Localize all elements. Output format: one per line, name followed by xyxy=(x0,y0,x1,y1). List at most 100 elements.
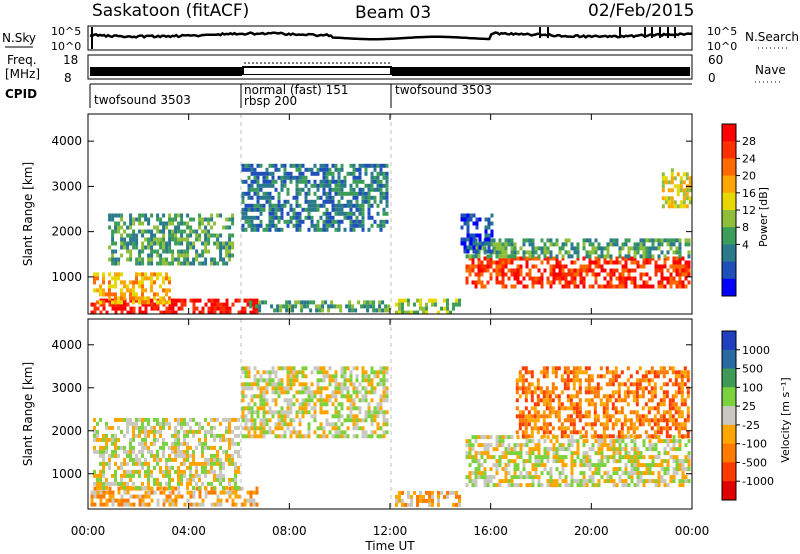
power-cell xyxy=(283,167,287,172)
power-cell xyxy=(355,195,359,200)
power-cell xyxy=(549,238,553,243)
velocity-cell xyxy=(277,434,281,439)
power-cell xyxy=(153,225,157,230)
power-cell xyxy=(534,280,538,285)
velocity-cell xyxy=(228,457,231,462)
velocity-cell xyxy=(518,374,522,379)
power-cell xyxy=(621,268,625,273)
velocity-cell xyxy=(618,447,622,452)
velocity-cell xyxy=(192,453,195,458)
power-cell xyxy=(373,187,377,192)
power-cell xyxy=(120,233,124,238)
power-cell xyxy=(159,257,163,262)
power-cell xyxy=(469,213,473,218)
velocity-cell xyxy=(543,439,547,444)
power-cell xyxy=(180,213,184,218)
velocity-cell xyxy=(177,437,180,442)
velocity-cell xyxy=(93,433,96,438)
velocity-cell xyxy=(668,426,672,431)
velocity-cell xyxy=(563,370,567,375)
velocity-cell xyxy=(575,410,579,415)
velocity-cell xyxy=(253,418,257,423)
velocity-cell xyxy=(642,479,646,484)
velocity-cell xyxy=(370,398,374,403)
power-cell xyxy=(373,163,377,168)
velocity-cell xyxy=(579,483,583,488)
velocity-cell xyxy=(129,494,133,499)
velocity-cell xyxy=(530,434,534,439)
power-cell xyxy=(685,196,689,201)
velocity-cell xyxy=(367,410,371,415)
power-cell xyxy=(679,180,683,185)
power-cell xyxy=(253,227,257,232)
velocity-cell xyxy=(431,498,434,503)
velocity-cell xyxy=(471,479,475,484)
power-cell xyxy=(268,203,272,208)
velocity-cell xyxy=(630,447,634,452)
power-cell xyxy=(486,260,490,265)
velocity-cell xyxy=(328,422,332,427)
velocity-cell xyxy=(437,502,440,507)
velocity-cell xyxy=(316,366,320,371)
velocity-cell xyxy=(675,455,679,460)
velocity-cell xyxy=(144,425,147,430)
cpid-segment-2: normal (fast) 151 xyxy=(244,83,348,97)
velocity-cell xyxy=(201,469,204,474)
velocity-cell xyxy=(177,469,180,474)
power-cell xyxy=(633,280,637,285)
velocity-cell xyxy=(582,471,586,476)
velocity-cell xyxy=(364,374,368,379)
velocity-cell xyxy=(501,443,505,448)
velocity-cell xyxy=(543,455,547,460)
velocity-cell xyxy=(600,463,604,468)
power-cell xyxy=(597,264,601,269)
velocity-cell xyxy=(585,483,589,488)
velocity-cell xyxy=(507,463,511,468)
velocity-cell xyxy=(304,366,308,371)
power-cell xyxy=(537,254,541,259)
power-cell xyxy=(546,238,550,243)
power-cell xyxy=(153,237,157,242)
velocity-cell xyxy=(280,378,284,383)
velocity-cell xyxy=(524,398,528,403)
power-cell xyxy=(93,310,97,314)
power-cell xyxy=(618,250,622,255)
power-cell xyxy=(325,175,329,180)
velocity-cell xyxy=(620,382,624,387)
power-cell xyxy=(120,237,124,242)
nsky-strip: N.Sky 10^5 10^0 10^5 10^0 N.Search xyxy=(2,25,799,53)
velocity-cell xyxy=(452,502,455,507)
power-cell xyxy=(225,253,229,258)
nave-tick-bottom: 0 xyxy=(708,71,716,85)
velocity-cell xyxy=(576,439,580,444)
velocity-cell xyxy=(331,378,335,383)
power-cell xyxy=(126,233,130,238)
power-cell xyxy=(135,292,138,297)
velocity-cell xyxy=(644,418,648,423)
velocity-cell xyxy=(319,386,323,391)
velocity-cell xyxy=(213,469,216,474)
power-cell xyxy=(513,284,517,289)
xtick-label: 20:00 xyxy=(574,524,609,538)
power-cell xyxy=(460,225,464,230)
power-cell xyxy=(90,310,94,314)
power-cell xyxy=(304,175,308,180)
velocity-cell xyxy=(504,435,508,440)
power-cell xyxy=(165,310,169,314)
power-cell xyxy=(675,238,679,243)
velocity-cell xyxy=(662,382,666,387)
velocity-cell xyxy=(585,459,589,464)
power-cell xyxy=(466,229,470,234)
velocity-cell xyxy=(183,433,186,438)
velocity-cell xyxy=(108,457,111,462)
power-cell xyxy=(138,280,141,285)
power-cell xyxy=(241,223,245,228)
power-cell xyxy=(247,219,251,224)
velocity-cell xyxy=(213,453,216,458)
velocity-cell xyxy=(120,485,123,490)
power-cell xyxy=(301,175,305,180)
power-cell xyxy=(213,306,217,311)
power-cell xyxy=(681,272,685,277)
velocity-cell xyxy=(135,494,139,499)
power-cell xyxy=(472,221,476,226)
